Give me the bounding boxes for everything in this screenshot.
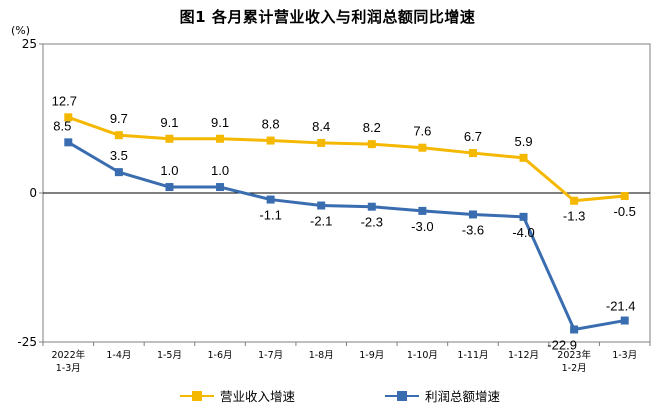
data-point-profit [317,201,326,210]
data-label-revenue: 5.9 [515,134,533,149]
legend-label-revenue: 营业收入增速 [220,389,296,404]
y-tick-label: 25 [22,37,37,51]
x-tick-label: 2023年 [557,349,591,361]
data-point-revenue [64,113,73,122]
x-tick-label: 1-11月 [457,350,488,361]
data-point-revenue [165,134,174,143]
x-tick-label: 1-3月 [612,350,637,361]
data-point-revenue [114,131,123,140]
data-point-revenue [317,138,326,147]
data-point-profit [266,195,275,204]
legend-label-profit: 利润总额增速 [425,389,501,404]
data-point-profit [165,183,174,192]
data-point-profit [468,210,477,219]
x-tick-label: 1-10月 [407,350,438,361]
data-point-profit [367,202,376,211]
data-point-profit [64,138,73,147]
legend-item-revenue: 营业收入增速 [180,386,295,405]
data-point-revenue [418,143,427,152]
data-label-profit: -2.1 [310,214,332,229]
data-label-revenue: -1.3 [563,209,585,224]
series-line-profit [67,141,625,331]
data-label-profit: 3.5 [110,148,128,163]
y-axis-unit: (%) [11,24,31,37]
data-point-revenue [519,153,528,162]
data-label-revenue: 9.7 [110,111,128,126]
data-point-revenue [216,134,225,143]
data-point-revenue [570,196,579,205]
data-label-profit: -21.4 [606,299,636,314]
data-label-revenue: -0.5 [614,204,636,219]
data-point-profit [519,212,528,221]
data-point-revenue [620,191,629,200]
data-label-revenue: 8.2 [363,120,381,135]
data-point-revenue [367,140,376,149]
data-label-revenue: 8.8 [262,117,280,132]
data-label-profit: -4.0 [512,225,534,240]
x-tick-label: 1-8月 [309,350,334,361]
x-tick-label: 1-3月 [56,363,81,374]
x-tick-label: 1-7月 [258,350,283,361]
x-tick-label: 1-2月 [562,363,587,374]
x-tick-label: 1-6月 [208,350,233,361]
x-tick-label: 1-5月 [157,350,182,361]
data-label-revenue: 7.6 [413,124,431,139]
data-label-revenue: 9.1 [211,115,229,130]
data-label-revenue: 6.7 [464,129,482,144]
data-point-profit [620,316,629,325]
legend-swatch-revenue [180,390,214,402]
data-point-profit [570,325,579,334]
data-label-profit: 1.0 [160,163,178,178]
x-tick-label: 1-4月 [106,350,131,361]
series-line-revenue [67,115,625,203]
y-tick-label: 0 [29,186,37,200]
data-label-profit: 1.0 [211,163,229,178]
chart-title: 图1 各月累计营业收入与利润总额同比增速 [179,8,476,26]
data-label-revenue: 8.4 [312,119,330,134]
data-label-revenue: 12.7 [52,93,77,108]
data-label-revenue: 9.1 [160,115,178,130]
legend-item-profit: 利润总额增速 [385,386,500,405]
data-point-profit [418,206,427,215]
data-label-profit: -2.3 [361,215,383,230]
data-label-profit: -3.0 [411,219,433,234]
data-point-profit [114,168,123,177]
y-tick-label: -25 [17,335,37,349]
data-label-profit: -3.6 [462,222,484,237]
data-point-revenue [266,136,275,145]
data-label-profit: 8.5 [53,118,71,133]
x-tick-label: 1-9月 [359,350,384,361]
data-point-revenue [468,149,477,158]
x-tick-label: 1-12月 [508,350,539,361]
legend: 营业收入增速 利润总额增速 [0,386,655,406]
legend-swatch-profit [385,390,419,402]
data-label-profit: -1.1 [259,208,281,223]
data-label-profit: -22.9 [547,337,577,352]
data-point-profit [216,183,225,192]
x-tick-label: 2022年 [51,349,85,361]
